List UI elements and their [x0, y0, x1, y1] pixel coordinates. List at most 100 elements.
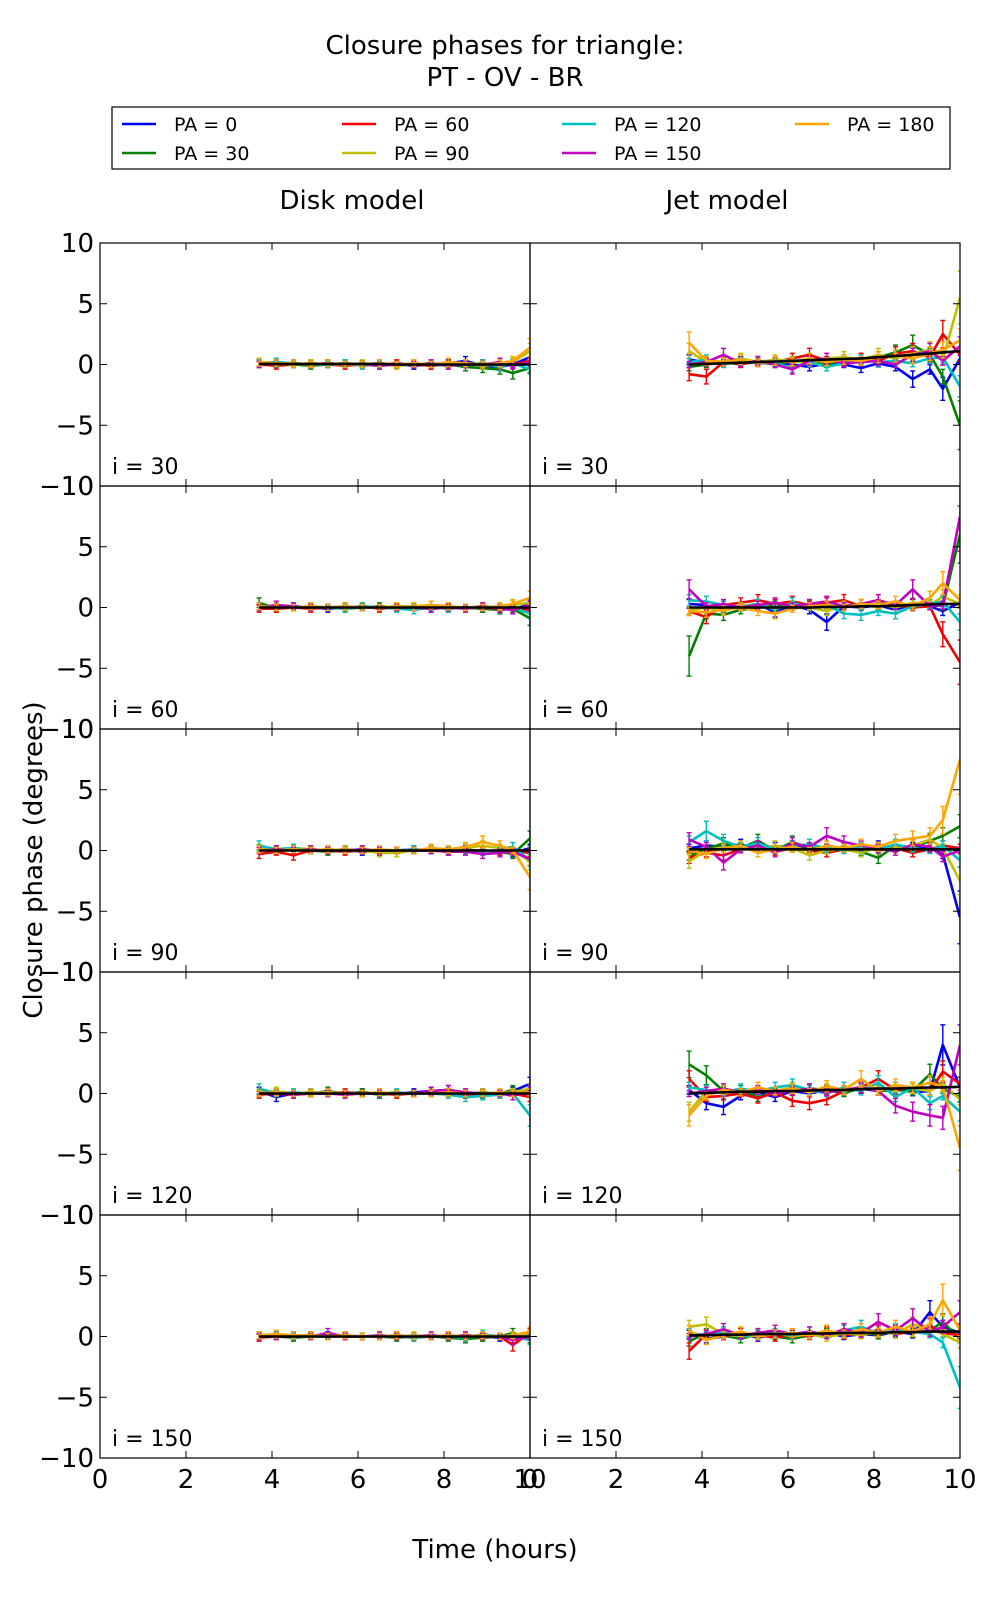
legend-item-pa-150: PA = 150 — [562, 143, 702, 165]
series-pa-150 — [686, 1024, 960, 1131]
x-tick-label: 10 — [943, 1465, 976, 1495]
plot-area — [686, 1283, 960, 1410]
series-line — [688, 1043, 960, 1109]
series-line — [688, 1044, 960, 1120]
model-curve — [689, 1085, 960, 1095]
y-tick-label: −10 — [39, 1444, 94, 1474]
y-tick-label: 5 — [77, 1019, 94, 1049]
x-tick-label: 0 — [92, 1465, 109, 1495]
y-tick-label: 0 — [77, 594, 94, 624]
panel-jet-i120: i = 120 — [529, 971, 961, 1216]
legend-item-pa-180: PA = 180 — [795, 114, 935, 136]
y-tick-label: 5 — [77, 290, 94, 320]
y-tick-label: −5 — [56, 654, 94, 684]
y-tick-label: −5 — [56, 1383, 94, 1413]
series-line — [688, 759, 960, 856]
y-tick-label: −10 — [39, 472, 94, 502]
y-tick-label: 0 — [77, 1080, 94, 1110]
inclination-label: i = 120 — [112, 1184, 193, 1209]
legend-label: PA = 120 — [614, 114, 702, 136]
panel-jet-i60: i = 60 — [529, 485, 961, 730]
series-line — [688, 843, 960, 918]
model-curve — [259, 362, 530, 366]
series-pa-180 — [256, 835, 530, 891]
inclination-label: i = 90 — [112, 941, 179, 966]
legend-label: PA = 90 — [394, 143, 469, 165]
inclination-label: i = 150 — [112, 1427, 193, 1452]
y-axis-label: Closure phase (degrees) — [19, 701, 49, 1018]
x-tick-label: 6 — [780, 1465, 797, 1495]
panel-disk-i90: −10 −5 0 5 10 i = 90 — [39, 715, 531, 988]
plot-area — [256, 1326, 530, 1352]
y-tick-label: 10 — [61, 715, 94, 745]
y-tick-label: −5 — [56, 1140, 94, 1170]
y-tick-label: −5 — [56, 897, 94, 927]
legend-item-pa-0: PA = 0 — [122, 114, 237, 136]
x-tick-label: 2 — [178, 1465, 195, 1495]
figure-title-line2: PT - OV - BR — [426, 63, 583, 93]
y-tick-label: 10 — [61, 229, 94, 259]
plot-area — [256, 1076, 530, 1127]
x-axis-label: Time (hours) — [411, 1535, 577, 1565]
model-curve — [689, 349, 960, 366]
plot-area — [686, 1024, 960, 1172]
y-tick-label: 0 — [77, 351, 94, 381]
plot-area — [686, 729, 960, 945]
legend-item-pa-60: PA = 60 — [342, 114, 469, 136]
plot-area — [256, 337, 530, 380]
inclination-label: i = 120 — [542, 1184, 623, 1209]
y-tick-label: 10 — [61, 472, 94, 502]
inclination-label: i = 30 — [542, 455, 609, 480]
plot-area — [256, 830, 530, 891]
legend-label: PA = 180 — [847, 114, 935, 136]
series-line — [688, 516, 960, 609]
panel-jet-i90: i = 90 — [529, 728, 961, 973]
model-curve — [689, 602, 960, 609]
y-tick-label: 0 — [77, 1323, 94, 1353]
legend: PA = 0 PA = 30 PA = 60 PA = 90 PA = 120 PA = … — [111, 106, 951, 170]
x-tick-label: 4 — [264, 1465, 281, 1495]
column-title-disk: Disk model — [279, 186, 424, 216]
x-tick-label: 10 — [513, 1465, 546, 1495]
series-pa-180 — [686, 1283, 960, 1346]
y-tick-label: 5 — [77, 533, 94, 563]
legend-label: PA = 0 — [174, 114, 237, 136]
y-tick-label: 10 — [61, 1201, 94, 1231]
inclination-label: i = 60 — [112, 698, 179, 723]
x-tick-label: 0 — [522, 1465, 539, 1495]
panel-jet-i150: 0 2 4 6 8 10 i = 150 — [522, 1214, 977, 1495]
panel-jet-i30: i = 30 — [529, 242, 961, 487]
series-pa-180 — [686, 1070, 960, 1172]
panel-grid: −10 −5 0 5 10 i = 30 i = 30 −10 −5 0 5 10 i = 60 i = … — [39, 229, 976, 1495]
series-pa-30 — [686, 813, 960, 865]
figure-title-line1: Closure phases for triangle: — [326, 31, 685, 61]
y-tick-label: 5 — [77, 776, 94, 806]
y-tick-label: −5 — [56, 411, 94, 441]
series-pa-30 — [686, 505, 960, 677]
inclination-label: i = 60 — [542, 698, 609, 723]
legend-label: PA = 30 — [174, 143, 249, 165]
y-tick-label: −10 — [39, 1201, 94, 1231]
panel-disk-i30: −10 −5 0 5 10 i = 30 — [39, 229, 531, 502]
plot-area — [686, 270, 960, 451]
legend-item-pa-120: PA = 120 — [562, 114, 702, 136]
legend-frame — [111, 106, 951, 170]
plot-area — [686, 486, 960, 686]
x-tick-label: 6 — [350, 1465, 367, 1495]
legend-item-pa-90: PA = 90 — [342, 143, 469, 165]
panel-disk-i120: −10 −5 0 5 10 i = 120 — [39, 958, 531, 1231]
y-tick-label: 0 — [77, 837, 94, 867]
legend-item-pa-30: PA = 30 — [122, 143, 249, 165]
y-tick-label: −10 — [39, 715, 94, 745]
x-tick-label: 8 — [436, 1465, 453, 1495]
series-pa-150 — [686, 486, 960, 612]
plot-area — [256, 590, 530, 626]
inclination-label: i = 90 — [542, 941, 609, 966]
x-tick-label: 8 — [866, 1465, 883, 1495]
column-title-jet: Jet model — [663, 186, 788, 216]
x-tick-label: 4 — [694, 1465, 711, 1495]
x-tick-label: 2 — [608, 1465, 625, 1495]
y-tick-label: −10 — [39, 958, 94, 988]
